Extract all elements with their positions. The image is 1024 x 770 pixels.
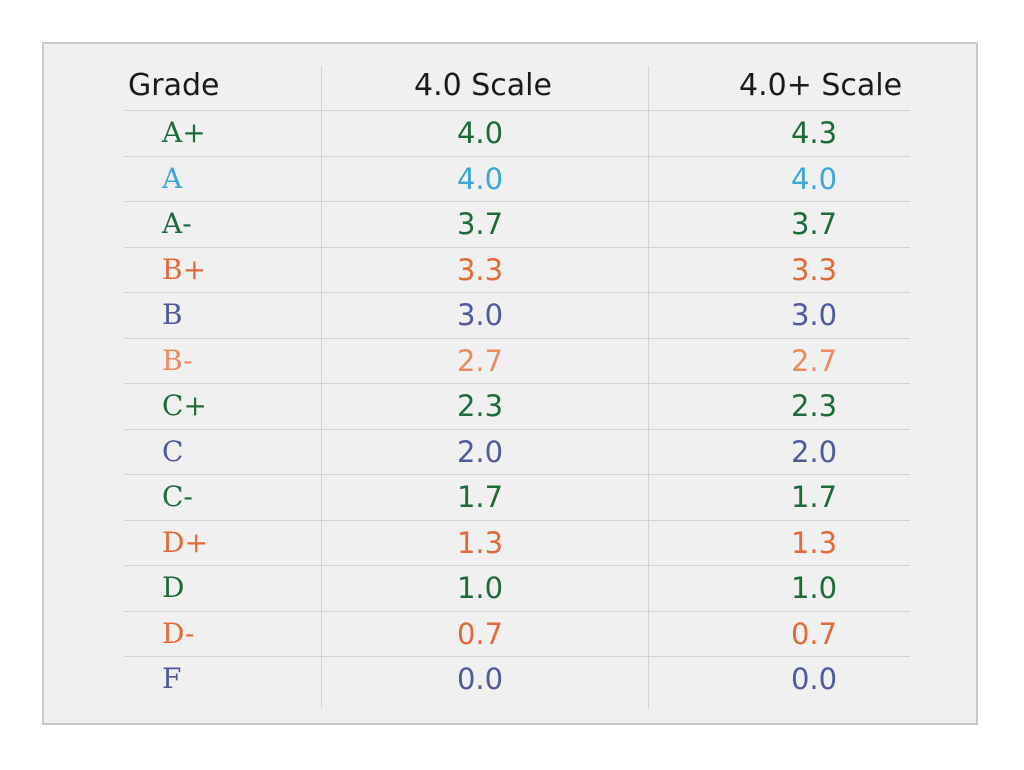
scale-40-cell: 4.0: [456, 116, 504, 150]
grade-cell: A-: [162, 207, 192, 240]
scale-40plus-cell: 3.7: [790, 207, 838, 241]
scale-40-cell: 3.3: [456, 253, 504, 287]
scale-40plus-cell: 4.0: [790, 162, 838, 196]
grade-cell: D-: [162, 617, 195, 650]
scale-40-cell: 1.7: [456, 480, 504, 514]
row-divider: [124, 156, 910, 157]
row-divider: [124, 429, 910, 430]
row-divider: [124, 201, 910, 202]
grade-cell: C+: [162, 389, 207, 422]
scale-40-cell: 3.7: [456, 207, 504, 241]
header-scale-40: 4.0 Scale: [414, 68, 552, 103]
grade-cell: D: [162, 571, 185, 604]
scale-40-cell: 4.0: [456, 162, 504, 196]
grade-cell: B-: [162, 344, 193, 377]
scale-40-cell: 1.3: [456, 526, 504, 560]
scale-40-cell: 3.0: [456, 298, 504, 332]
scale-40plus-cell: 1.7: [790, 480, 838, 514]
row-divider: [124, 110, 910, 111]
scale-40plus-cell: 2.0: [790, 435, 838, 469]
scale-40plus-cell: 3.0: [790, 298, 838, 332]
row-divider: [124, 520, 910, 521]
grade-cell: A: [162, 162, 183, 195]
header-grade: Grade: [128, 68, 220, 103]
scale-40plus-cell: 3.3: [790, 253, 838, 287]
scale-40plus-cell: 4.3: [790, 116, 838, 150]
scale-40-cell: 2.7: [456, 344, 504, 378]
grade-cell: F: [162, 662, 182, 695]
grade-cell: A+: [162, 116, 206, 149]
row-divider: [124, 338, 910, 339]
scale-40plus-cell: 1.3: [790, 526, 838, 560]
scale-40plus-cell: 0.0: [790, 662, 838, 696]
scale-40-cell: 2.0: [456, 435, 504, 469]
row-divider: [124, 656, 910, 657]
grade-cell: B: [162, 298, 183, 331]
column-divider-1: [321, 66, 322, 708]
scale-40-cell: 0.0: [456, 662, 504, 696]
row-divider: [124, 611, 910, 612]
row-divider: [124, 565, 910, 566]
row-divider: [124, 247, 910, 248]
scale-40plus-cell: 0.7: [790, 617, 838, 651]
row-divider: [124, 292, 910, 293]
header-scale-40plus: 4.0+ Scale: [739, 68, 903, 103]
scale-40plus-cell: 2.7: [790, 344, 838, 378]
column-divider-2: [648, 66, 649, 708]
grade-cell: B+: [162, 253, 207, 286]
scale-40-cell: 2.3: [456, 389, 504, 423]
scale-40plus-cell: 2.3: [790, 389, 838, 423]
scale-40-cell: 0.7: [456, 617, 504, 651]
row-divider: [124, 383, 910, 384]
grade-cell: C-: [162, 480, 193, 513]
grade-cell: C: [162, 435, 184, 468]
row-divider: [124, 474, 910, 475]
scale-40-cell: 1.0: [456, 571, 504, 605]
grade-cell: D+: [162, 526, 208, 559]
scale-40plus-cell: 1.0: [790, 571, 838, 605]
